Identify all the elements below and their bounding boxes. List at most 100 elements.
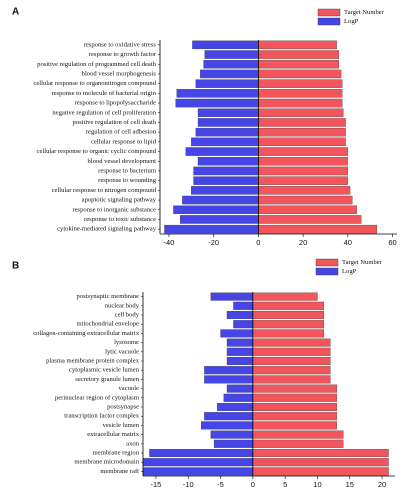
legend-swatch xyxy=(317,8,341,17)
category-label: response to toxic substance xyxy=(84,216,156,223)
bar xyxy=(252,421,337,430)
legend-label: Target Number xyxy=(344,9,385,16)
category-label: cellular response to organonitrogen comp… xyxy=(33,80,156,87)
bar xyxy=(191,186,259,195)
bar xyxy=(258,89,343,98)
x-tick-label: 10 xyxy=(313,480,321,489)
bar xyxy=(258,195,353,205)
bar xyxy=(193,166,259,176)
bar xyxy=(200,69,259,79)
bar xyxy=(252,347,331,356)
category-label: response to wounding xyxy=(98,177,157,184)
x-tick-label: 20 xyxy=(378,480,386,489)
bar xyxy=(252,310,325,320)
bar xyxy=(258,118,346,127)
bar xyxy=(258,224,378,234)
bar xyxy=(258,108,344,117)
bar xyxy=(164,224,259,234)
x-tick-label: -10 xyxy=(183,480,194,489)
category-label: negative regulation of cell proliferatio… xyxy=(52,109,156,116)
x-tick-label: -40 xyxy=(164,238,175,247)
x-tick-label: 15 xyxy=(346,480,354,489)
category-label: response to inorganic substance xyxy=(72,206,156,213)
bar xyxy=(252,439,344,448)
bar xyxy=(179,215,259,224)
category-label: response to lipopolysaccharide xyxy=(75,100,156,107)
category-label: cytoplasmic vesicle lumen xyxy=(69,367,140,374)
bar xyxy=(258,166,348,176)
bar xyxy=(201,421,253,430)
bar xyxy=(203,60,259,69)
bar xyxy=(213,439,253,448)
bar xyxy=(258,40,337,50)
legend-swatch xyxy=(315,258,339,267)
bar xyxy=(197,157,259,166)
category-label: plasma membrane protein complex xyxy=(46,358,140,365)
category-label: collagen-containing extracellular matrix xyxy=(33,330,140,337)
category-label: vacuole xyxy=(118,385,139,392)
bar xyxy=(204,375,253,384)
bar xyxy=(233,320,253,329)
category-label: lytic vacuole xyxy=(105,348,139,355)
category-label: secretory granule lumen xyxy=(75,376,139,383)
x-tick-label: 60 xyxy=(388,238,396,247)
bar xyxy=(252,402,337,412)
bar xyxy=(258,215,362,224)
bar xyxy=(252,292,318,301)
category-label: positive regulation of programmed cell d… xyxy=(37,61,157,68)
bar xyxy=(191,137,259,147)
bar xyxy=(252,366,331,375)
bar xyxy=(252,338,331,347)
category-label: axon xyxy=(126,440,140,447)
x-tick-label: -20 xyxy=(208,238,219,247)
bar xyxy=(252,458,389,467)
category-label: mitochondrial envelope xyxy=(77,321,140,328)
bar xyxy=(258,60,340,69)
bar xyxy=(258,98,343,108)
x-tick-label: -5 xyxy=(217,480,224,489)
bar xyxy=(175,98,259,108)
bar xyxy=(142,467,253,476)
bar xyxy=(223,393,253,402)
category-label: vesicle lumen xyxy=(103,422,140,429)
category-label: membrane microdomain xyxy=(74,459,139,466)
bar xyxy=(252,448,389,458)
bar xyxy=(258,79,343,88)
legend-label: Target Number xyxy=(342,259,383,266)
bar xyxy=(233,301,253,310)
category-label: response to oxidative stress xyxy=(84,41,157,48)
bar xyxy=(258,157,348,166)
category-label: cellular response to organic cyclic comp… xyxy=(37,148,157,155)
bar xyxy=(193,176,259,185)
category-label: apoptotic signaling pathway xyxy=(82,197,157,204)
category-label: cellular response to nitrogen compound xyxy=(52,187,157,194)
bar xyxy=(258,137,346,147)
bar xyxy=(252,467,389,476)
category-label: extracellular matrix xyxy=(87,431,140,438)
bar xyxy=(176,89,259,98)
bar xyxy=(142,458,253,467)
bar xyxy=(197,108,259,117)
bar xyxy=(210,430,253,439)
bar xyxy=(252,356,331,366)
x-tick-label: 0 xyxy=(256,238,260,247)
x-tick-label: 20 xyxy=(299,238,307,247)
bar xyxy=(258,176,348,185)
legend-swatch xyxy=(317,17,341,26)
bar xyxy=(252,301,325,310)
bar xyxy=(204,366,253,375)
category-label: response to bacterium xyxy=(98,167,157,174)
bar xyxy=(226,384,253,393)
bar xyxy=(258,127,346,137)
bar xyxy=(197,118,259,127)
bar xyxy=(195,127,259,137)
category-label: lysosome xyxy=(114,339,139,346)
bar xyxy=(217,402,253,412)
category-label: response to growth factor xyxy=(89,51,157,58)
legend-swatch xyxy=(315,267,339,276)
category-label: regulation of cell adhesion xyxy=(86,129,157,136)
bar xyxy=(258,50,340,59)
category-label: response to molecule of bacterial origin xyxy=(51,90,156,97)
bar xyxy=(252,320,325,329)
